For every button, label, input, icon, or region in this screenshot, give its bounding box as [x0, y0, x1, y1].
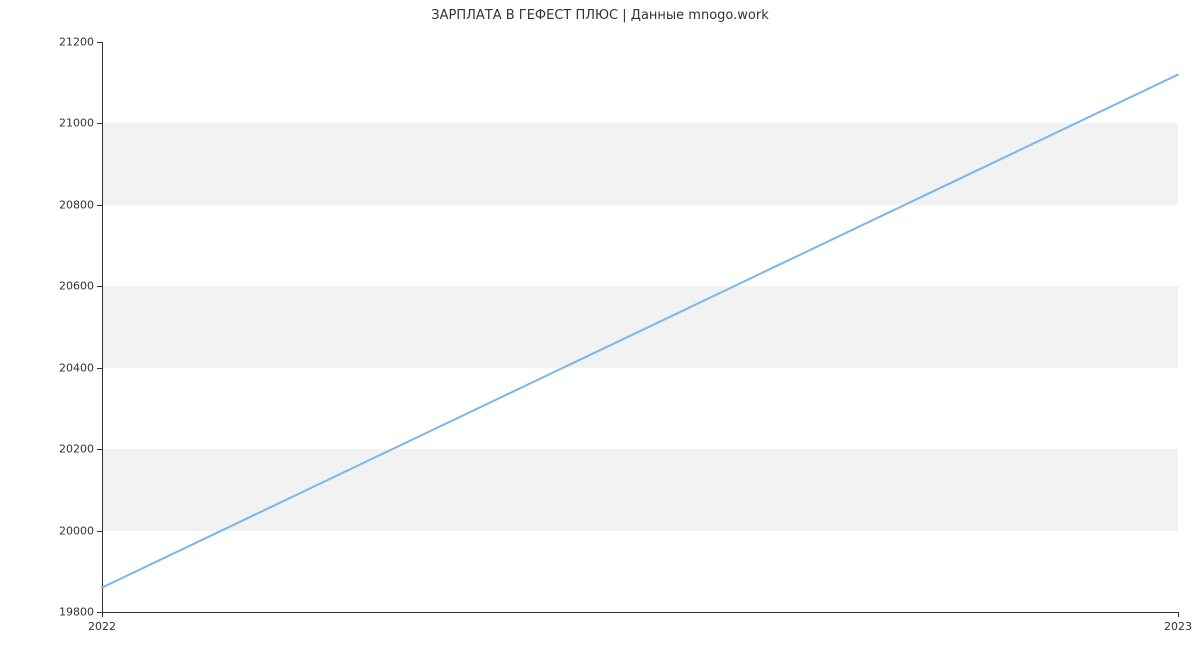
salary-line-chart: ЗАРПЛАТА В ГЕФЕСТ ПЛЮС | Данные mnogo.wo… — [0, 0, 1200, 650]
chart-title: ЗАРПЛАТА В ГЕФЕСТ ПЛЮС | Данные mnogo.wo… — [0, 8, 1200, 23]
y-tick-label: 20400 — [59, 361, 94, 374]
x-tick-mark — [1178, 612, 1179, 617]
series-line — [102, 75, 1178, 588]
plot-area: 1980020000202002040020600208002100021200… — [102, 42, 1178, 612]
x-axis-line — [102, 612, 1178, 613]
y-tick-label: 21200 — [59, 36, 94, 49]
y-tick-label: 20000 — [59, 524, 94, 537]
y-tick-label: 20800 — [59, 198, 94, 211]
y-tick-label: 21000 — [59, 117, 94, 130]
y-tick-label: 20600 — [59, 280, 94, 293]
y-tick-label: 20200 — [59, 443, 94, 456]
x-tick-mark — [102, 612, 103, 617]
y-tick-label: 19800 — [59, 606, 94, 619]
x-tick-label: 2023 — [1164, 620, 1192, 633]
series-layer — [102, 42, 1178, 612]
x-tick-label: 2022 — [88, 620, 116, 633]
